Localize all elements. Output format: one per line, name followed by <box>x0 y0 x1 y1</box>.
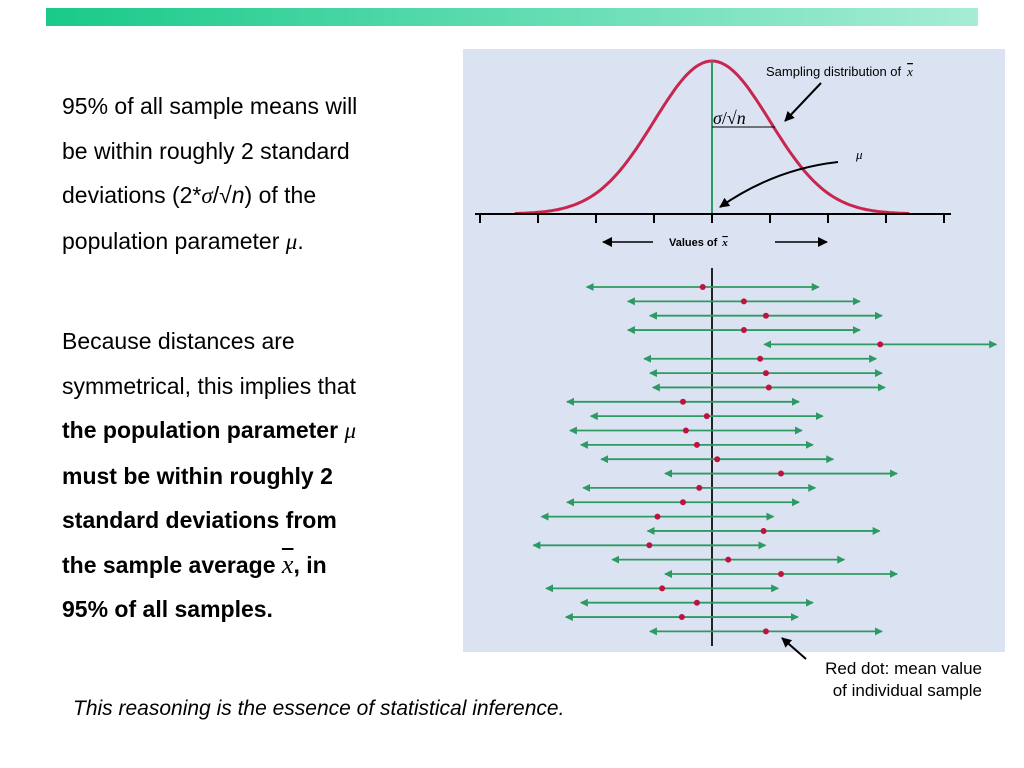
text-fragment: , in <box>293 551 327 578</box>
sample-mean-dot <box>699 284 706 290</box>
text-line: deviations (2*σ/√n) of the <box>62 173 442 219</box>
text-fragment: the population parameter <box>62 417 345 443</box>
text-fragment: ) of the <box>244 182 317 208</box>
text-fragment: . <box>297 227 304 254</box>
mu-symbol: μ <box>344 418 356 443</box>
sample-mean-dot <box>762 628 769 635</box>
axis-label: Values of x <box>669 237 728 249</box>
red-dot-pointer-arrow <box>781 637 807 660</box>
sample-mean-dot <box>680 398 686 405</box>
bold-text-line: the sample average x, in <box>62 543 442 588</box>
note-line: of individual sample <box>832 681 982 700</box>
sample-mean-dot <box>680 499 686 506</box>
sample-mean-dot <box>693 441 700 448</box>
sample-mean-dot <box>703 413 710 420</box>
sample-mean-dot <box>760 527 767 534</box>
slash-root-symbol: /√ <box>212 182 232 208</box>
text-line: symmetrical, this implies that <box>62 372 356 399</box>
sample-mean-dot <box>762 312 769 319</box>
sample-mean-dot <box>725 556 732 563</box>
confidence-intervals <box>532 283 998 636</box>
text-line: 95% of all sample means will <box>62 93 358 119</box>
sample-mean-dot <box>877 341 884 348</box>
text-line: be within roughly 2 standard <box>62 137 350 164</box>
sampling-distribution-diagram: σ/√n Sampling distribution of x μ Values … <box>475 59 998 646</box>
sample-mean-dot <box>693 599 700 606</box>
curve-label: Sampling distribution of x <box>766 64 913 79</box>
sample-mean-dot <box>762 370 769 377</box>
bold-text-line: the population parameter μ <box>62 408 442 454</box>
note-line: Red dot: mean value <box>825 659 982 678</box>
sample-mean-dot <box>778 470 785 477</box>
sample-mean-dot <box>757 355 764 362</box>
x-bar-symbol: x <box>281 549 294 579</box>
sample-mean-dot <box>696 484 703 491</box>
text-fragment: the sample average <box>62 551 282 578</box>
text-fragment: population parameter <box>62 227 286 254</box>
curve-label-arrow <box>784 82 822 122</box>
mu-label-arrow <box>719 161 839 208</box>
sample-mean-dot <box>682 427 689 434</box>
sample-mean-dot <box>659 585 666 592</box>
sample-mean-dot <box>765 384 772 391</box>
mu-label: μ <box>855 147 863 162</box>
red-dot-note: Red dot: mean value of individual sample <box>762 658 982 702</box>
sample-mean-dot <box>740 327 747 334</box>
text-fragment: deviations (2* <box>62 182 202 208</box>
n-symbol: n <box>231 182 245 208</box>
bold-text-line: 95% of all samples. <box>62 596 273 622</box>
sample-mean-dot <box>646 542 653 549</box>
sigma-symbol: σ <box>201 183 213 208</box>
x-axis <box>475 213 951 223</box>
text-line: Because distances are <box>62 328 295 354</box>
sample-mean-dot <box>740 298 747 305</box>
text-block-95-percent: 95% of all sample means will be within r… <box>62 84 442 264</box>
sampling-distribution-figure: σ/√n Sampling distribution of x μ Values … <box>463 49 1005 652</box>
text-block-symmetry: Because distances are symmetrical, this … <box>62 319 442 632</box>
sample-mean-dot <box>778 571 785 577</box>
mu-symbol: μ <box>285 228 298 254</box>
caption: This reasoning is the essence of statist… <box>73 697 565 720</box>
text-line: population parameter μ. <box>62 219 442 265</box>
title-accent-bar <box>46 8 978 26</box>
sigma-over-root-n-label: σ/√n <box>713 108 746 128</box>
bold-text-line: must be within roughly 2 <box>62 462 333 489</box>
bold-text-line: standard deviations from <box>62 507 337 533</box>
sample-mean-dot <box>714 456 721 463</box>
sample-mean-dot <box>654 513 661 520</box>
sample-mean-dot <box>678 614 685 621</box>
